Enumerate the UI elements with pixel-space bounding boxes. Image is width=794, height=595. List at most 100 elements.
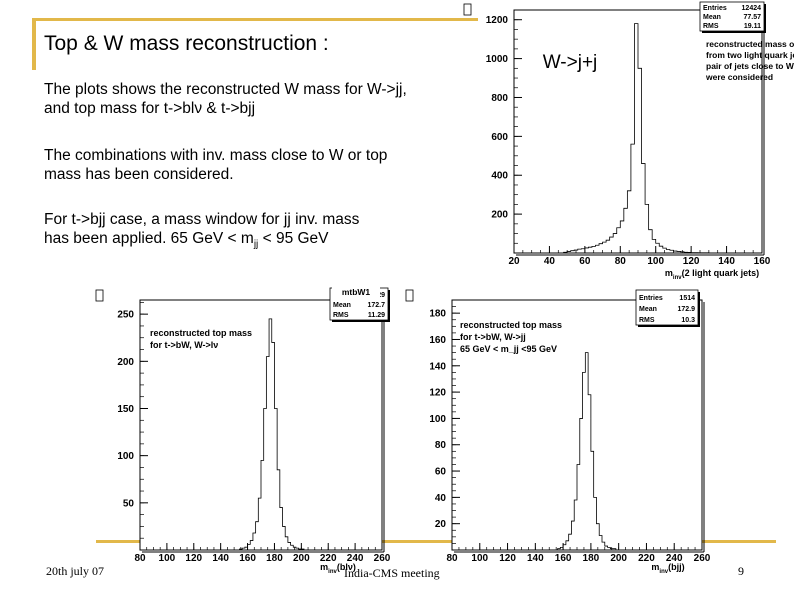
x-axis-label-tail: (2 light quark jets) [682, 268, 760, 278]
footer-accent-bar [96, 540, 776, 543]
stats-label: Mean [703, 14, 721, 21]
y-tick-label: 40 [435, 493, 447, 504]
histogram-line [452, 352, 702, 551]
footer-meeting: India-CMS meeting [344, 566, 440, 580]
x-tick-label: 220 [638, 553, 655, 564]
x-tick-label: 20 [508, 256, 520, 267]
stats-label: RMS [333, 312, 349, 319]
x-tick-label: 160 [555, 553, 572, 564]
x-axis-label-sub: inv [328, 569, 337, 575]
stats-label: Entries [703, 5, 727, 12]
stats-label: RMS [639, 317, 655, 324]
annotation-line: were considered [705, 72, 773, 82]
paragraph-1-line-1: The plots shows the reconstructed W mass… [44, 81, 407, 98]
stats-value: 172.9 [677, 306, 695, 313]
y-tick-label: 600 [491, 132, 508, 143]
x-axis-label-main: m [665, 268, 673, 278]
y-tick-label: 80 [435, 440, 447, 451]
title-accent-vbar [32, 20, 36, 70]
annotation-line: reconstructed top mass [460, 320, 562, 330]
x-axis-label: minv(blν) [320, 562, 356, 575]
y-tick-label: 800 [491, 93, 508, 104]
plot-frame [451, 299, 703, 551]
annotation-line: from two light quark jets [706, 50, 794, 60]
histogram-svg: 20 40 60 80 100 120 140 160 200 400 600 800 1000 1200… [463, 1, 794, 280]
x-tick-label: 180 [583, 553, 600, 564]
x-axis-label-tail: (blν) [337, 562, 356, 572]
paragraph-3-line-2-post: < 95 GeV [258, 230, 329, 247]
y-tick-label: 20 [435, 519, 447, 530]
paragraph-3-line-2-pre: has been applied. 65 GeV < m [44, 230, 254, 247]
x-axis-label-tail: (bjj) [668, 562, 685, 572]
stats-value: 19.11 [744, 23, 761, 30]
x-axis-label-main: m [651, 562, 659, 572]
paragraph-2-line-2: mass has been considered. [44, 166, 234, 183]
x-tick-label: 180 [266, 553, 283, 564]
x-tick-label: 100 [471, 553, 488, 564]
x-tick-label: 260 [374, 553, 391, 564]
x-axis-label-sub: inv [673, 275, 682, 280]
x-tick-label: 120 [185, 553, 202, 564]
hist-name-box [332, 287, 380, 298]
y-tick-label: 400 [491, 171, 508, 182]
stats-value: 11.29 [368, 312, 385, 319]
stats-label: Mean [639, 306, 657, 313]
x-tick-label: 160 [754, 256, 771, 267]
title-accent-bar [32, 18, 478, 21]
x-tick-label: 100 [159, 553, 176, 564]
paragraph-3-subscript: jj [253, 239, 259, 251]
annotation-line: reconstructed top mass [150, 328, 252, 338]
x-tick-label: 160 [239, 553, 256, 564]
annotation-line: pair of jets close to W mass [706, 61, 794, 71]
x-tick-label: 240 [666, 553, 683, 564]
plot-frame [139, 299, 383, 551]
x-tick-label: 140 [718, 256, 735, 267]
y-tick-label: 200 [117, 357, 134, 368]
y-tick-label: 250 [117, 310, 134, 321]
stats-value: 172.7 [367, 302, 385, 309]
paragraph-1: The plots shows the reconstructed W mass… [44, 80, 407, 118]
slide-title: Top & W mass reconstruction : [44, 32, 329, 55]
x-tick-label: 200 [293, 553, 310, 564]
paragraph-3: For t->bjj case, a mass window for jj in… [44, 210, 359, 254]
y-tick-label: 50 [123, 498, 135, 509]
x-tick-label: 40 [544, 256, 556, 267]
x-axis-label-main: m [320, 562, 328, 572]
big-chart-label-bg [533, 49, 607, 74]
paragraph-3-line-2: has been applied. 65 GeV < mjj < 95 GeV [44, 229, 359, 254]
x-tick-label: 80 [615, 256, 627, 267]
paragraph-2: The combinations with inv. mass close to… [44, 146, 387, 184]
big-chart-label: W->j+j [543, 52, 598, 73]
stats-value: 12424 [742, 5, 762, 12]
y-tick-label: 1200 [486, 15, 509, 26]
object-marker [405, 289, 414, 302]
stats-label: Mean [333, 302, 351, 309]
x-tick-label: 260 [694, 553, 710, 564]
x-tick-label: 140 [527, 553, 544, 564]
stats-box [699, 1, 765, 32]
stats-label: Entries [639, 295, 663, 302]
x-tick-label: 240 [347, 553, 364, 564]
chart-top-blnu: 80 100 120 140 160 180 200 220 240 260 50 100 150 200… [94, 280, 394, 580]
histogram-line [140, 318, 382, 551]
x-tick-label: 80 [134, 553, 146, 564]
annotation-line: for t->bW, W->lν [150, 340, 218, 350]
paragraph-1-line-2: and top mass for t->blν & t->bjj [44, 100, 256, 117]
page-number: 9 [738, 564, 744, 578]
x-tick-label: 120 [499, 553, 516, 564]
footer-date: 20th july 07 [46, 564, 105, 578]
x-tick-label: 140 [212, 553, 229, 564]
x-tick-label: 100 [647, 256, 664, 267]
chart-w-mass: 20 40 60 80 100 120 140 160 200 400 600 800 1000 1200… [462, 0, 794, 280]
histogram-line [514, 23, 762, 254]
annotation-line: reconstructed mass of W [706, 39, 794, 49]
paragraph-3-line-1: For t->bjj case, a mass window for jj in… [44, 211, 360, 228]
y-tick-label: 150 [117, 404, 134, 415]
x-tick-label: 200 [610, 553, 627, 564]
stats-value: 77.57 [743, 14, 761, 21]
hist-name: mtbW1 [342, 287, 371, 297]
histogram-svg: 80 100 120 140 160 180 200 220 240 260 20 40 60 80 100… [405, 289, 710, 575]
histogram-svg: 80 100 120 140 160 180 200 220 240 260 50 100 150 200… [95, 287, 391, 575]
y-tick-label: 160 [429, 335, 446, 346]
x-tick-label: 220 [320, 553, 337, 564]
